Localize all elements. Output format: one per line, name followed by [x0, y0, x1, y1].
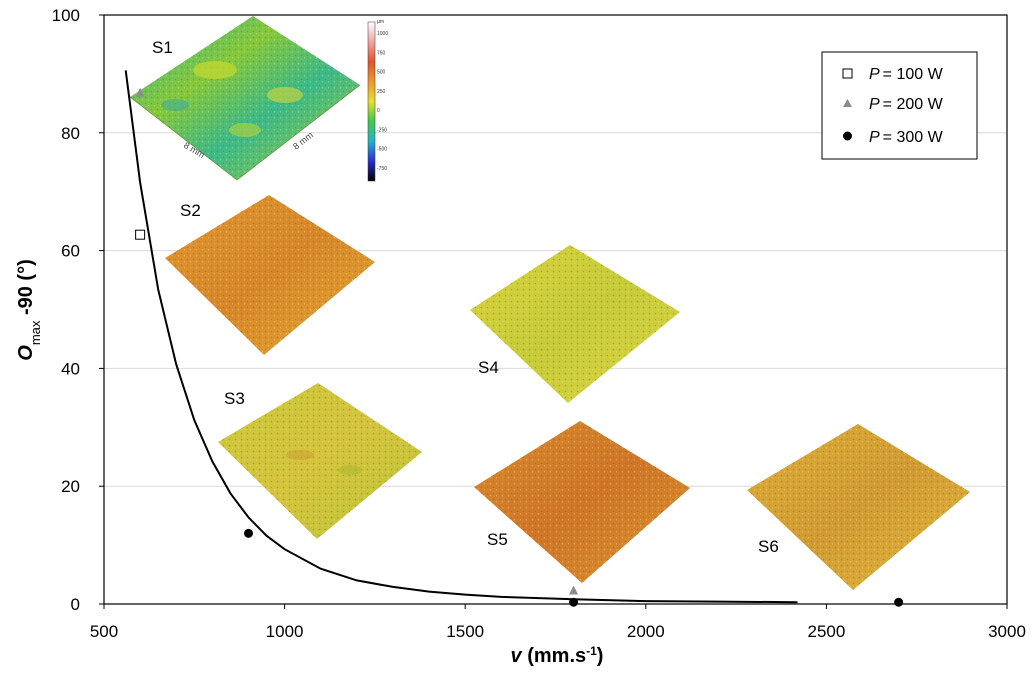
- x-axis-ticks: 500 1000 1500 2000 2500 3000: [90, 604, 1026, 641]
- y-axis-symbol: O: [15, 345, 37, 361]
- fit-curve: [124, 70, 798, 604]
- x-axis-label: v (mm.s-1): [511, 644, 604, 667]
- marker-200w-0: [135, 87, 145, 97]
- y-axis-ticks: 0 20 40 60 80 100: [52, 6, 104, 614]
- inset-s2: [165, 195, 375, 355]
- sample-labels: S1 S2 S3 S4 S5 S6: [152, 38, 779, 556]
- x-axis-unit: (mm.s: [522, 645, 586, 667]
- y-axis-rest: -90 (°): [15, 259, 37, 320]
- x-tick-label-1000: 1000: [266, 622, 304, 641]
- legend-entry-200w: P = 200 W: [869, 96, 944, 113]
- legend: P = 100 W P = 200 W P = 300 W: [821, 51, 978, 160]
- legend-entry-100w: P = 100 W: [869, 66, 944, 83]
- colorbar-tick-1: 750: [377, 50, 386, 56]
- legend-marker-300w: [843, 131, 852, 141]
- y-tick-label-0: 0: [71, 595, 80, 614]
- inset-s4: [470, 245, 680, 403]
- y-tick-label-100: 100: [52, 6, 80, 25]
- legend-entry-300w: P = 300 W: [869, 129, 944, 146]
- x-axis-unit-exponent: -1: [586, 644, 597, 658]
- inset-s6: [747, 424, 970, 590]
- colorbar-tick-5: -250: [377, 127, 387, 133]
- marker-200w-1: [569, 585, 579, 595]
- colorbar-unit: µm: [377, 19, 384, 25]
- y-tick-label-80: 80: [61, 124, 80, 143]
- x-tick-label-3000: 3000: [988, 622, 1026, 641]
- inset-colorbar: µm 1000 750 500 250 0 -250 -500 -750: [367, 19, 388, 182]
- y-axis-label: Omax -90 (°): [15, 259, 43, 360]
- y-tick-label-20: 20: [61, 477, 80, 496]
- label-s3: S3: [224, 389, 245, 408]
- x-tick-label-2500: 2500: [807, 622, 845, 641]
- y-axis-subscript: max: [28, 320, 43, 345]
- inset-s3: [218, 383, 422, 539]
- data-markers: [135, 87, 904, 607]
- label-s1: S1: [152, 38, 173, 57]
- colorbar-tick-4: 0: [377, 108, 380, 114]
- x-axis-symbol: v: [511, 645, 524, 667]
- x-tick-label-500: 500: [90, 622, 118, 641]
- colorbar-ticks: 1000 750 500 250 0 -250 -500 -750: [377, 31, 388, 172]
- colorbar-tick-7: -750: [377, 166, 387, 172]
- marker-100w-0: [135, 229, 146, 240]
- marker-300w-1: [569, 597, 579, 607]
- y-tick-label-40: 40: [61, 359, 80, 378]
- inset-s1: [129, 16, 361, 181]
- x-tick-label-2000: 2000: [627, 622, 665, 641]
- colorbar-tick-6: -500: [377, 147, 387, 153]
- colorbar-tick-2: 500: [377, 70, 386, 76]
- plot-area-frame: [103, 14, 1008, 605]
- legend-entry-200w-text: = 200 W: [883, 96, 944, 113]
- legend-marker-100w: [842, 68, 853, 79]
- y-tick-label-60: 60: [61, 242, 80, 261]
- legend-entry-100w-symbol: P: [869, 66, 880, 83]
- legend-entry-300w-text: = 300 W: [883, 129, 944, 146]
- marker-300w-2: [894, 597, 904, 607]
- label-s5: S5: [487, 530, 508, 549]
- colorbar-tick-3: 250: [377, 89, 386, 95]
- legend-entry-300w-symbol: P: [869, 129, 880, 146]
- inset-s5: [474, 421, 690, 583]
- legend-entry-200w-symbol: P: [869, 96, 880, 113]
- label-s6: S6: [758, 537, 779, 556]
- x-tick-label-1500: 1500: [446, 622, 484, 641]
- marker-300w-0: [243, 528, 253, 538]
- label-s4: S4: [478, 358, 499, 377]
- legend-marker-200w: [843, 99, 852, 107]
- label-s2: S2: [180, 201, 201, 220]
- colorbar-tick-0: 1000: [377, 31, 388, 37]
- legend-entry-100w-text: = 100 W: [883, 66, 944, 83]
- x-axis-unit-close: ): [597, 645, 604, 667]
